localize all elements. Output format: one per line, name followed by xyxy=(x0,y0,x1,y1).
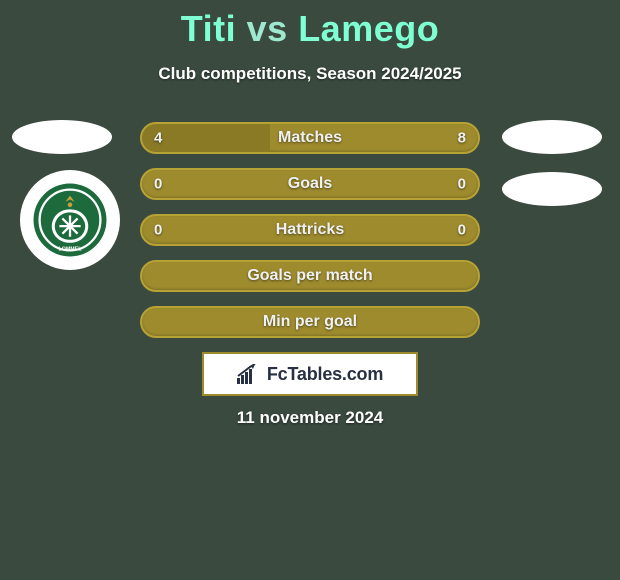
stat-row-hattricks: 0 Hattricks 0 xyxy=(140,214,480,246)
stat-left-matches: 4 xyxy=(154,130,162,147)
player2-badge-ellipse-1 xyxy=(502,120,602,154)
date-text: 11 november 2024 xyxy=(0,408,620,428)
player2-badge-ellipse-2 xyxy=(502,172,602,206)
stat-right-hattricks: 0 xyxy=(458,222,466,239)
stat-row-min-per-goal: Min per goal xyxy=(140,306,480,338)
svg-text:LOMMEL: LOMMEL xyxy=(58,246,82,252)
player2-name: Lamego xyxy=(298,8,439,49)
stat-right-goals: 0 xyxy=(458,176,466,193)
stat-row-matches: 4 Matches 8 xyxy=(140,122,480,154)
fctables-logo-icon xyxy=(237,364,261,384)
club-crest-icon: LOMMEL xyxy=(32,182,108,258)
stat-label-hattricks: Hattricks xyxy=(276,221,344,239)
vs-text: vs xyxy=(247,8,288,49)
stat-right-matches: 8 xyxy=(458,130,466,147)
stat-label-mpg: Min per goal xyxy=(263,313,357,331)
brand-box[interactable]: FcTables.com xyxy=(202,352,418,396)
stat-label-matches: Matches xyxy=(278,129,342,147)
player1-name: Titi xyxy=(181,8,236,49)
stat-label-goals: Goals xyxy=(288,175,332,193)
stat-left-hattricks: 0 xyxy=(154,222,162,239)
stat-label-gpm: Goals per match xyxy=(247,267,372,285)
stats-container: 4 Matches 8 0 Goals 0 0 Hattricks 0 Goal… xyxy=(140,122,480,352)
stat-row-goals: 0 Goals 0 xyxy=(140,168,480,200)
club-logo: LOMMEL xyxy=(20,170,120,270)
stat-left-goals: 0 xyxy=(154,176,162,193)
stat-row-goals-per-match: Goals per match xyxy=(140,260,480,292)
brand-text: FcTables.com xyxy=(267,364,383,385)
page-title: Titi vs Lamego xyxy=(0,0,620,50)
player1-badge-ellipse xyxy=(12,120,112,154)
subtitle: Club competitions, Season 2024/2025 xyxy=(0,64,620,84)
